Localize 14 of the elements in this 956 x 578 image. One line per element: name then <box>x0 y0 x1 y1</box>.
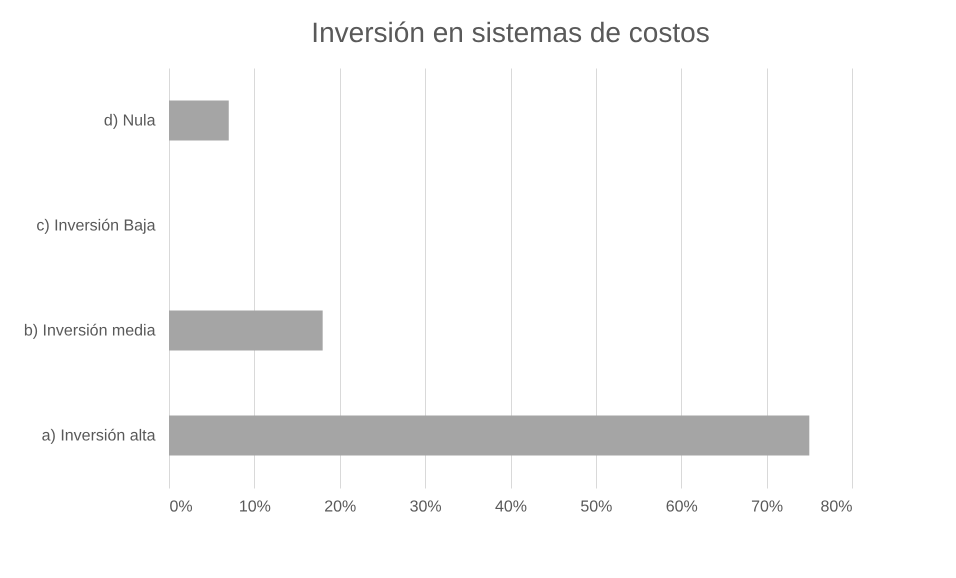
x-tick-label: 70% <box>751 498 784 516</box>
x-tick-label: 10% <box>238 498 271 516</box>
y-tick-label: b) Inversión media <box>24 322 156 340</box>
x-tick-label: 20% <box>324 498 356 516</box>
x-tick-label: 80% <box>820 498 852 516</box>
x-tick-label: 50% <box>580 498 612 516</box>
y-tick-label: d) Nula <box>104 112 156 130</box>
x-tick-label: 40% <box>494 498 528 516</box>
y-tick-label: a) Inversión alta <box>42 428 156 444</box>
x-tick-label: 60% <box>666 498 698 516</box>
x-tick-label: 30% <box>410 498 442 516</box>
x-tick-label: 0% <box>170 498 193 516</box>
chart-title: Inversión en sistemas de costos <box>311 17 710 48</box>
y-tick-label: c) Inversión Baja <box>36 218 156 234</box>
